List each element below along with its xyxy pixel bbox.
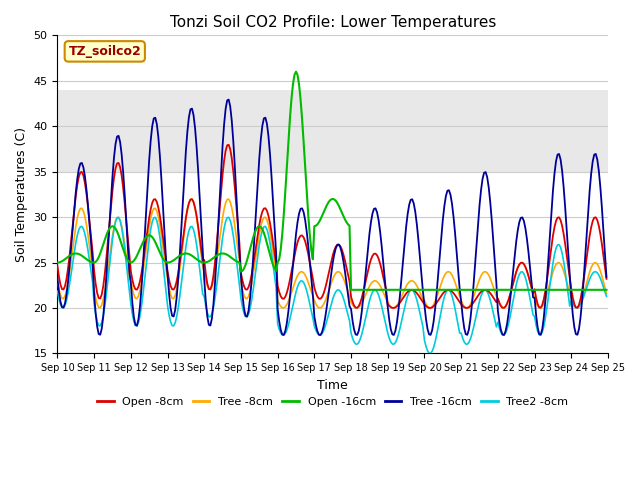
Line: Tree2 -8cm: Tree2 -8cm (58, 217, 607, 353)
Tree -8cm (603, 290, 611, 296)
Line: Tree -8cm: Tree -8cm (58, 199, 607, 308)
Tree -16cm (225, 96, 232, 102)
X-axis label: Time: Time (317, 379, 348, 392)
Tree -16cm (317, 332, 324, 338)
Text: TZ_soilco2: TZ_soilco2 (68, 45, 141, 58)
Tree -8cm (295, 270, 303, 276)
Tree -16cm (121, 192, 129, 197)
Tree -8cm (217, 225, 225, 231)
Tree2 -8cm (295, 280, 303, 286)
Tree -16cm (54, 275, 61, 281)
Open -8cm (575, 302, 583, 308)
Tree2 -8cm (246, 306, 254, 312)
Open -8cm (121, 200, 129, 206)
Title: Tonzi Soil CO2 Profile: Lower Temperatures: Tonzi Soil CO2 Profile: Lower Temperatur… (170, 15, 496, 30)
Open -8cm (237, 270, 244, 276)
Tree2 -8cm (225, 215, 232, 220)
Open -16cm (121, 251, 129, 256)
Open -16cm (292, 69, 300, 74)
Tree2 -8cm (121, 247, 129, 252)
Tree -16cm (237, 273, 244, 279)
Bar (58, 90, 608, 172)
Tree -8cm (121, 241, 129, 247)
Open -8cm (225, 142, 232, 148)
Open -8cm (295, 235, 303, 241)
Open -16cm (348, 287, 355, 293)
Tree -16cm (217, 169, 225, 175)
Open -16cm (603, 287, 611, 293)
Tree -8cm (353, 305, 361, 311)
Open -16cm (244, 252, 252, 258)
Open -8cm (390, 305, 397, 311)
Tree -16cm (575, 326, 583, 332)
Open -8cm (246, 279, 254, 285)
Open -16cm (575, 287, 583, 293)
Tree2 -8cm (54, 288, 61, 294)
Open -16cm (54, 260, 61, 265)
Tree2 -8cm (427, 350, 435, 356)
Y-axis label: Soil Temperatures (C): Soil Temperatures (C) (15, 127, 28, 262)
Tree -8cm (246, 288, 254, 294)
Line: Open -8cm: Open -8cm (58, 145, 607, 308)
Legend: Open -8cm, Tree -8cm, Open -16cm, Tree -16cm, Tree2 -8cm: Open -8cm, Tree -8cm, Open -16cm, Tree -… (92, 393, 573, 411)
Tree -16cm (603, 274, 611, 280)
Open -8cm (54, 263, 61, 268)
Open -8cm (217, 188, 225, 194)
Tree -8cm (54, 277, 61, 283)
Open -16cm (295, 82, 303, 87)
Open -8cm (603, 276, 611, 282)
Tree -16cm (246, 295, 254, 301)
Line: Tree -16cm: Tree -16cm (58, 99, 607, 335)
Tree -8cm (237, 279, 244, 285)
Open -16cm (217, 251, 225, 256)
Tree2 -8cm (237, 296, 244, 301)
Tree2 -8cm (575, 304, 583, 310)
Tree -16cm (295, 211, 303, 216)
Tree -8cm (575, 304, 583, 310)
Tree2 -8cm (603, 293, 611, 299)
Open -16cm (236, 260, 243, 265)
Tree2 -8cm (217, 246, 225, 252)
Line: Open -16cm: Open -16cm (58, 72, 607, 290)
Tree -8cm (225, 196, 232, 202)
